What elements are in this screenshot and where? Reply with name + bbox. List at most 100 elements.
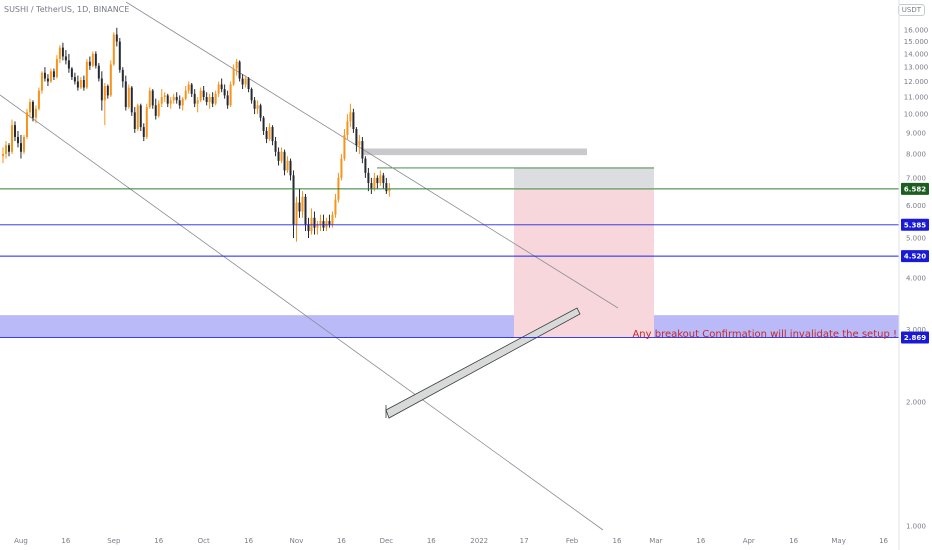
x-tick-label: 16: [696, 537, 705, 545]
candle-body: [88, 61, 91, 66]
candle-body: [142, 127, 145, 137]
candle-body: [2, 154, 4, 157]
candle-body: [268, 127, 271, 139]
y-tick-label: 14.000: [904, 50, 929, 58]
candle-body: [385, 183, 388, 192]
candle-body: [316, 224, 319, 228]
candle-body: [184, 90, 187, 99]
candle-body: [82, 79, 85, 88]
y-tick-label: 9.000: [906, 129, 926, 137]
candle-body: [76, 81, 79, 88]
candle-body: [112, 34, 115, 65]
y-tick-label: 7.000: [906, 174, 926, 182]
y-tick-label: 13.000: [904, 64, 929, 72]
x-tick-label: Oct: [198, 537, 210, 545]
x-tick-label: 16: [61, 537, 70, 545]
candle-body: [169, 100, 172, 104]
candle-body: [241, 78, 244, 85]
candle-body: [10, 125, 13, 152]
candle-body: [46, 78, 49, 82]
candle-body: [238, 61, 241, 79]
candle-body: [355, 128, 358, 146]
candle-body: [361, 141, 364, 159]
candle-body: [379, 175, 382, 184]
candle-body: [175, 97, 178, 101]
candle-body: [19, 143, 22, 152]
candle-body: [373, 177, 376, 189]
price-tag: [901, 250, 929, 263]
candle-body: [106, 85, 109, 96]
candle-body: [370, 183, 373, 189]
symbol-title: SUSHI / TetherUS, 1D, BINANCE: [4, 5, 130, 14]
x-tick-label: 16: [337, 537, 346, 545]
candle-body: [28, 101, 31, 113]
x-tick-label: Aug: [14, 537, 28, 545]
trendlines: [0, 1, 619, 531]
y-tick-label: 8.000: [906, 151, 926, 159]
y-tick-label: 15.000: [904, 38, 929, 46]
x-tick-label: Sep: [107, 537, 121, 545]
candle-body: [67, 60, 70, 69]
candle-body: [226, 95, 229, 106]
candle-body: [280, 151, 283, 161]
x-tick-label: 16: [154, 537, 163, 545]
candle-body: [79, 79, 82, 88]
candle-body: [58, 47, 61, 60]
candle-body: [100, 78, 103, 101]
candle-body: [232, 68, 235, 85]
candle-body: [13, 125, 16, 137]
candle-body: [220, 84, 223, 90]
price-tag: [901, 182, 929, 195]
candle-body: [346, 121, 349, 135]
candle-body: [160, 97, 163, 104]
candle-body: [193, 93, 196, 104]
x-tick-label: Dec: [380, 537, 394, 545]
candle-body: [70, 68, 73, 78]
candle-body: [352, 112, 355, 129]
candle-body: [223, 89, 226, 96]
candle-body: [211, 97, 214, 104]
candle-body: [358, 141, 361, 146]
y-tick-label: 1.000: [906, 523, 926, 531]
candle-body: [190, 84, 193, 94]
candle-body: [253, 100, 256, 109]
y-tick-label: 10.000: [904, 111, 929, 119]
candle-body: [340, 158, 343, 178]
candle-body: [187, 84, 190, 91]
candle-body: [163, 95, 166, 98]
support-band: [0, 315, 899, 338]
price-axis[interactable]: 6.582 5.385 4.520 2.869 16.000 15.000 14.000 13…: [898, 0, 929, 550]
time-axis[interactable]: Aug 16 Sep 16 Oct 16 Nov 16 Dec 16 2022 17 Feb 16 Mar 1…: [14, 537, 888, 545]
candle-body: [151, 90, 154, 106]
candle-body: [94, 53, 97, 66]
candle-body: [271, 127, 274, 142]
candle-body: [289, 160, 292, 176]
candle-body: [49, 71, 52, 82]
x-tick-label: May: [831, 537, 845, 545]
candle-body: [250, 89, 253, 101]
candle-body: [304, 196, 307, 225]
candle-body: [7, 145, 10, 152]
chart-zones: [0, 148, 899, 338]
candle-body: [247, 78, 250, 90]
candle-body: [205, 97, 208, 102]
candle-body: [64, 56, 67, 61]
candle-body: [259, 105, 262, 118]
candle-body: [349, 112, 352, 122]
price-level-lines: [0, 188, 899, 338]
candle-body: [154, 105, 157, 116]
candle-body: [382, 175, 385, 184]
candle-body: [118, 41, 121, 70]
y-tick-label: 2.000: [906, 399, 926, 407]
y-tick-label: 6.000: [906, 202, 926, 210]
candle-body: [130, 87, 133, 113]
candle-body: [25, 112, 28, 137]
x-tick-label: Nov: [290, 537, 304, 545]
currency-badge[interactable]: USDT: [897, 4, 925, 16]
candle-body: [322, 221, 325, 228]
candle-body: [148, 90, 151, 108]
candle-body: [43, 72, 46, 79]
candle-body: [181, 98, 184, 106]
candle-body: [328, 221, 331, 225]
